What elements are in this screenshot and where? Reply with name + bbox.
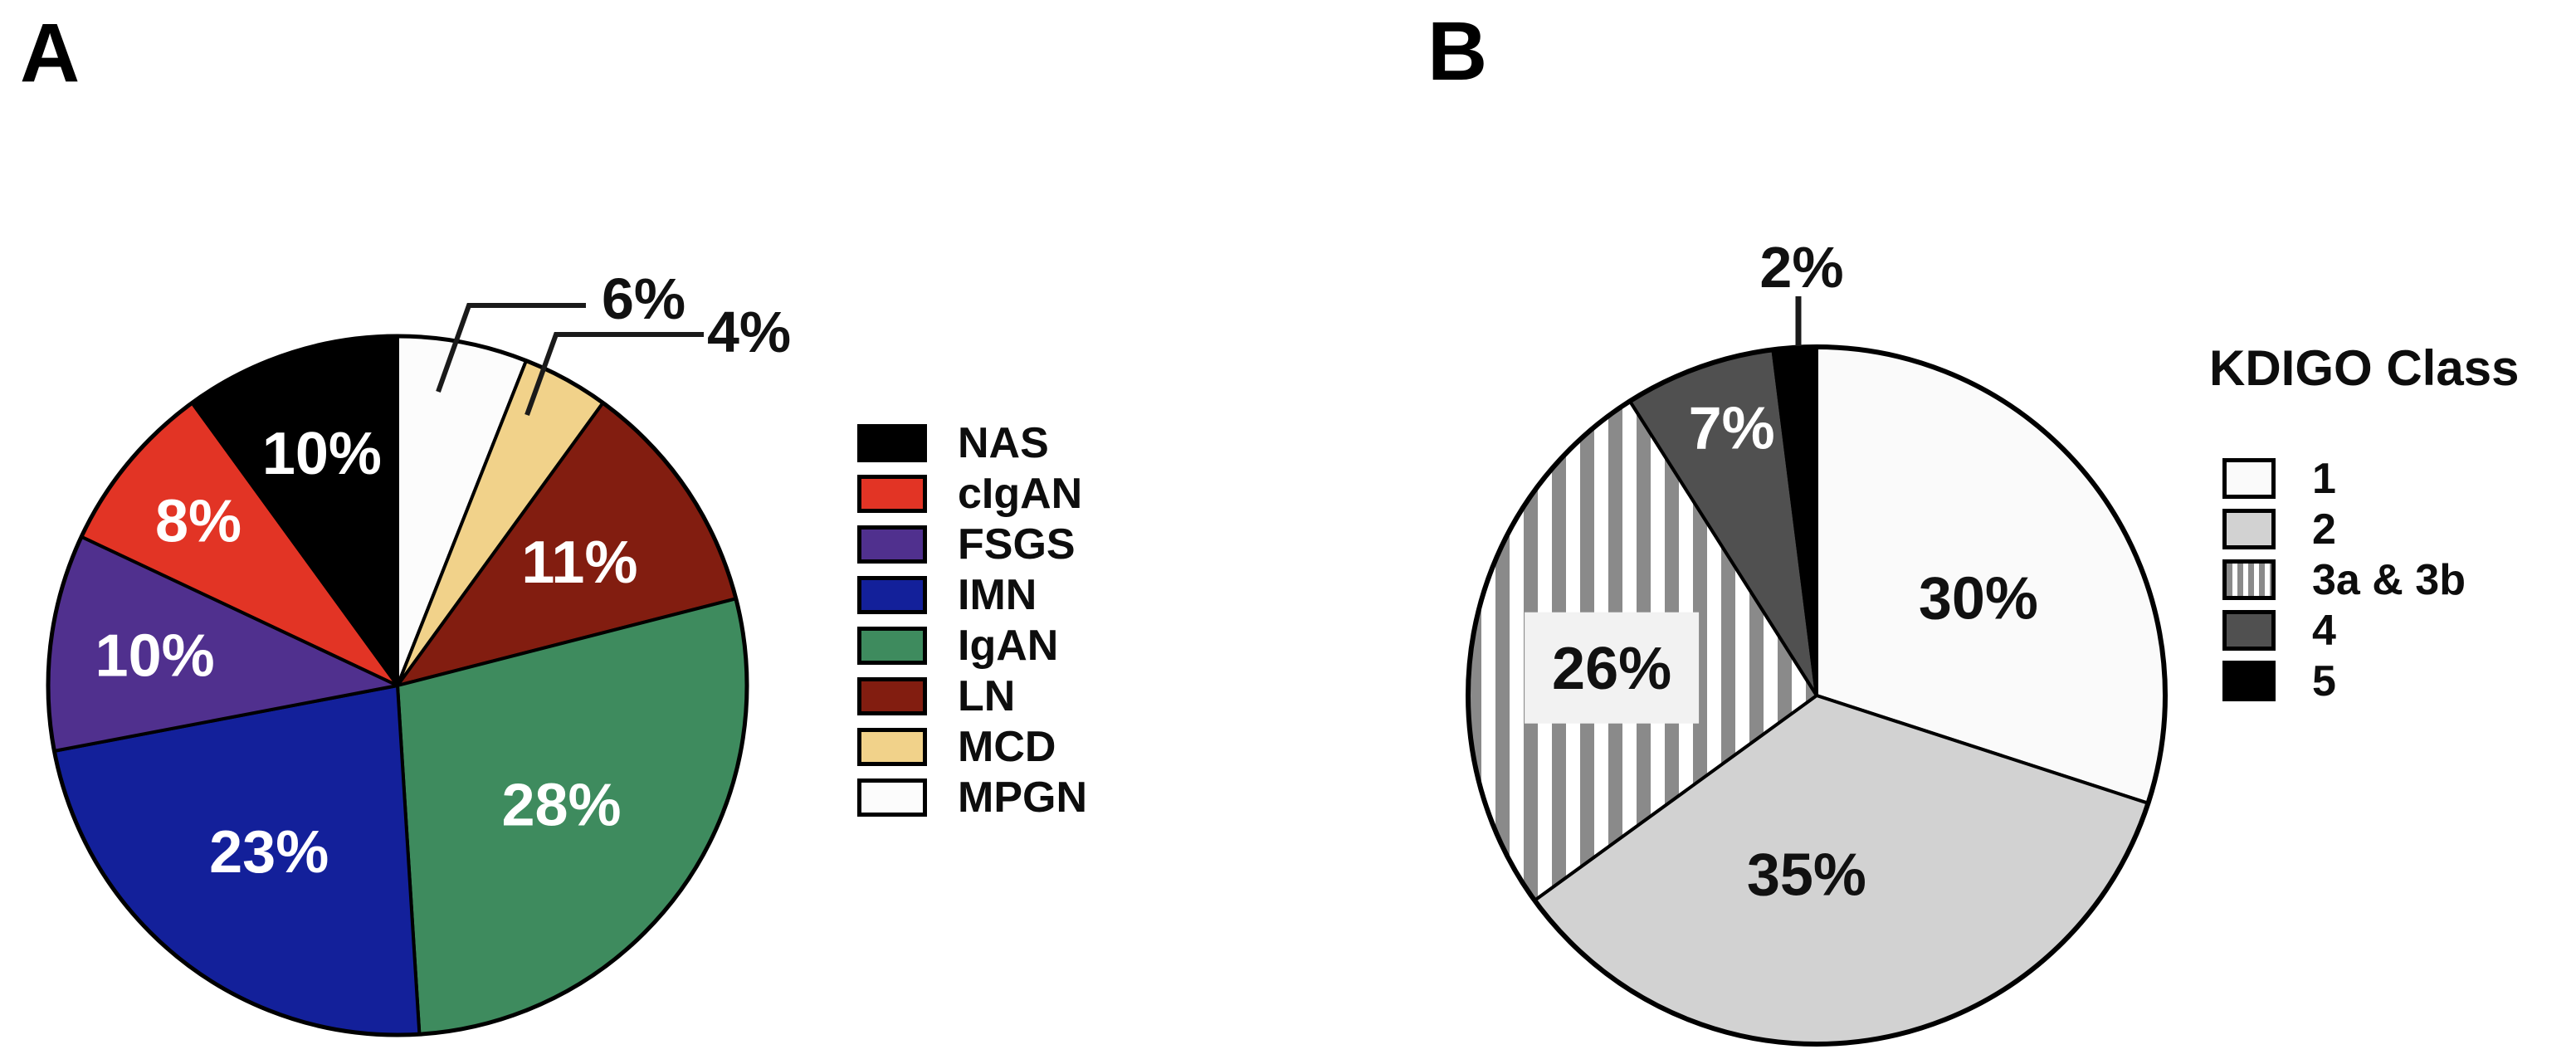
pie-b-label-5: 2% — [1759, 235, 1843, 300]
legend-a-label: cIgAN — [958, 470, 1083, 518]
legend-a-swatch-NAS — [857, 424, 927, 462]
legend-a-item-cIgAN: cIgAN — [857, 470, 1087, 518]
legend-a-item-MPGN: MPGN — [857, 774, 1087, 822]
pie-a-label-FSGS: 10% — [95, 622, 215, 689]
legend-b: 1 2 3a & 3b 4 5 — [2222, 454, 2466, 711]
legend-b-item-4: 4 — [2222, 606, 2466, 655]
legend-a-swatch-IMN — [857, 576, 927, 614]
pie-a-outline — [46, 334, 749, 1037]
pie-b-label-2: 35% — [1747, 842, 1866, 909]
pie-a-label-IMN: 23% — [209, 819, 329, 886]
legend-a-swatch-LN — [857, 677, 927, 715]
legend-a-item-FSGS: FSGS — [857, 520, 1087, 569]
pie-chart-a: 6% 4% 11% 28% 23% 10% 8% 10% — [46, 266, 791, 1037]
legend-a-label: NAS — [958, 419, 1049, 467]
leader-line-mpgn-6pct — [436, 303, 586, 393]
legend-a-item-MCD: MCD — [857, 723, 1087, 771]
legend-b-swatch-4 — [2222, 610, 2276, 651]
legend-b-item-2: 2 — [2222, 505, 2466, 554]
legend-a-swatch-MCD — [857, 728, 927, 766]
legend-b-item-5: 5 — [2222, 656, 2466, 705]
pie-a-label-NAS: 10% — [262, 421, 382, 487]
legend-a-label: LN — [958, 672, 1016, 720]
legend-b-label: 4 — [2312, 606, 2336, 655]
legend-b-item-3a3b: 3a & 3b — [2222, 555, 2466, 604]
pie-a-leader-lines — [436, 303, 704, 417]
pie-b-label-3a3b: 26% — [1552, 636, 1671, 702]
legend-a-label: MCD — [958, 723, 1056, 771]
legend-a-label: IMN — [958, 571, 1037, 619]
panel-a-label: A — [20, 7, 80, 100]
leader-line-mcd-4pct — [524, 332, 704, 417]
legend-a: NAS cIgAN FSGS IMN IgAN LN MCD MPGN — [857, 419, 1087, 829]
legend-a-item-IMN: IMN — [857, 571, 1087, 619]
pie-b-label-bg-3a3b — [1525, 612, 1700, 724]
pie-b-label-4: 7% — [1689, 396, 1775, 462]
legend-b-swatch-1 — [2222, 458, 2276, 499]
legend-a-swatch-cIgAN — [857, 475, 927, 513]
legend-a-item-NAS: NAS — [857, 419, 1087, 467]
legend-a-item-LN: LN — [857, 672, 1087, 720]
pie-b-outline — [1466, 344, 2168, 1047]
legend-b-swatch-2 — [2222, 509, 2276, 549]
legend-a-item-IgAN: IgAN — [857, 622, 1087, 670]
pie-a-label-IgAN: 28% — [501, 773, 621, 839]
legend-a-label: MPGN — [958, 774, 1087, 822]
pie-b-label-1: 30% — [1919, 565, 2038, 632]
legend-b-label: 2 — [2312, 505, 2336, 554]
legend-b-label: 1 — [2312, 454, 2336, 503]
panel-b-label: B — [1427, 5, 1488, 98]
legend-a-swatch-FSGS — [857, 525, 927, 564]
legend-a-label: IgAN — [958, 622, 1059, 670]
legend-b-item-1: 1 — [2222, 454, 2466, 503]
pie-a-label-MCD: 4% — [707, 300, 791, 364]
pie-a-label-MPGN: 6% — [602, 266, 685, 331]
legend-b-swatch-3a3b — [2222, 559, 2276, 600]
legend-b-label: 3a & 3b — [2312, 555, 2466, 604]
legend-b-label: 5 — [2312, 656, 2336, 705]
legend-a-label: FSGS — [958, 520, 1076, 569]
pie-chart-b: 30% 35% 26% 7% 2% — [1466, 235, 2168, 1047]
pie-a-label-LN: 11% — [521, 530, 637, 596]
pie-a-label-cIgAN: 8% — [155, 489, 242, 555]
legend-a-swatch-IgAN — [857, 627, 927, 665]
legend-b-swatch-5 — [2222, 661, 2276, 701]
legend-a-swatch-MPGN — [857, 778, 927, 817]
legend-b-title: KDIGO Class — [2209, 340, 2520, 396]
